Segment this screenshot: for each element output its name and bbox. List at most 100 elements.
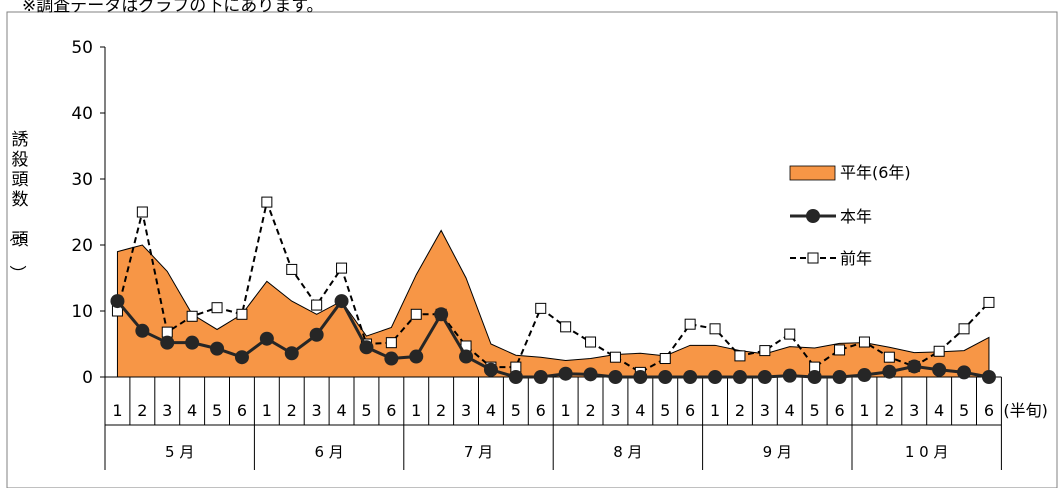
marker-current <box>807 370 822 384</box>
x-tick-label: 1 <box>859 401 869 420</box>
marker-current <box>757 370 772 384</box>
marker-previous <box>585 336 597 348</box>
x-tick-label: 3 <box>610 401 620 420</box>
month-label: 6 月 <box>314 443 343 461</box>
marker-current <box>459 349 474 364</box>
marker-previous <box>609 351 621 363</box>
y-axis-label-char: 頭 <box>12 170 29 190</box>
legend-marker-previous <box>807 252 819 264</box>
x-tick-label: 2 <box>137 401 147 420</box>
y-axis-label-char: ） <box>7 265 27 282</box>
marker-previous <box>759 345 771 357</box>
marker-current <box>234 350 249 365</box>
x-tick-label: 5 <box>959 401 969 420</box>
x-tick-label: 1 <box>112 401 122 420</box>
month-label: 1 0 月 <box>905 443 949 461</box>
x-tick-label: 2 <box>585 401 595 420</box>
x-tick-label: 6 <box>386 401 396 420</box>
x-tick-label: 2 <box>884 401 894 420</box>
area-series-average <box>116 229 990 378</box>
x-tick-label: 6 <box>984 401 994 420</box>
x-tick-label: 2 <box>436 401 446 420</box>
marker-previous <box>211 302 223 314</box>
plot-area-border <box>6 11 1058 488</box>
marker-current <box>110 294 125 309</box>
marker-current <box>334 294 349 309</box>
y-axis-label-char: （ <box>7 225 27 242</box>
marker-current <box>483 362 498 377</box>
x-tick-label: 5 <box>511 401 521 420</box>
marker-previous <box>659 353 671 365</box>
x-tick-label: 3 <box>760 401 770 420</box>
marker-previous <box>136 206 148 218</box>
month-label: 5 月 <box>165 443 194 461</box>
marker-previous <box>734 350 746 362</box>
marker-previous <box>236 308 248 320</box>
legend-label-current: 本年 <box>840 207 872 226</box>
marker-current <box>533 370 548 384</box>
x-tick-label: 3 <box>162 401 172 420</box>
marker-previous <box>286 263 298 275</box>
marker-current <box>732 370 747 384</box>
marker-current <box>583 367 598 382</box>
x-tick-label: 4 <box>934 401 944 420</box>
x-tick-label: 3 <box>312 401 322 420</box>
marker-previous <box>535 302 547 314</box>
marker-previous <box>560 321 572 333</box>
marker-previous <box>385 337 397 349</box>
marker-current <box>907 359 922 374</box>
y-tick-label: 20 <box>71 236 93 256</box>
marker-current <box>608 370 623 384</box>
marker-current <box>210 341 225 356</box>
y-tick-label: 50 <box>71 38 93 58</box>
marker-current <box>633 370 648 384</box>
marker-previous <box>709 323 721 335</box>
note-text: ※調査データはグラフの下にあります。 <box>22 0 324 16</box>
marker-previous <box>261 196 273 208</box>
x-tick-label: 1 <box>411 401 421 420</box>
x-unit-label: (半旬) <box>1003 401 1048 420</box>
marker-previous <box>684 318 696 330</box>
marker-current <box>658 370 673 384</box>
marker-previous <box>933 345 945 357</box>
legend: 平年(6年) 本年 前年 <box>789 163 911 268</box>
y-tick-label: 30 <box>71 170 93 190</box>
line-layer <box>110 196 996 384</box>
marker-current <box>309 327 324 342</box>
y-axis-label-char: 頭 <box>12 230 29 250</box>
y-axis-label-char: 殺 <box>12 150 29 170</box>
marker-current <box>782 368 797 383</box>
marker-current <box>857 368 872 383</box>
marker-current <box>259 331 274 346</box>
marker-current <box>384 351 399 366</box>
x-tick-label: 4 <box>486 401 496 420</box>
marker-current <box>957 365 972 380</box>
month-label: 7 月 <box>464 443 493 461</box>
marker-previous <box>883 351 895 363</box>
x-tick-label: 4 <box>187 401 197 420</box>
marker-current <box>160 335 175 350</box>
y-tick-label: 10 <box>71 302 93 322</box>
marker-current <box>683 370 698 384</box>
marker-previous <box>834 344 846 356</box>
x-tick-label: 1 <box>262 401 272 420</box>
marker-current <box>185 335 200 350</box>
x-tick-label: 5 <box>212 401 222 420</box>
marker-current <box>434 307 449 322</box>
x-tick-label: 4 <box>635 401 645 420</box>
marker-previous <box>311 299 323 311</box>
marker-current <box>409 349 424 364</box>
legend-label-area: 平年(6年) <box>840 163 911 182</box>
marker-previous <box>186 310 198 322</box>
marker-current <box>932 362 947 377</box>
x-tick-label: 3 <box>461 401 471 420</box>
x-tick-label: 6 <box>834 401 844 420</box>
marker-previous <box>784 328 796 340</box>
marker-current <box>135 323 150 338</box>
x-tick-label: 4 <box>785 401 795 420</box>
month-label: 9 月 <box>763 443 792 461</box>
x-tick-label: 6 <box>536 401 546 420</box>
x-tick-label: 5 <box>810 401 820 420</box>
